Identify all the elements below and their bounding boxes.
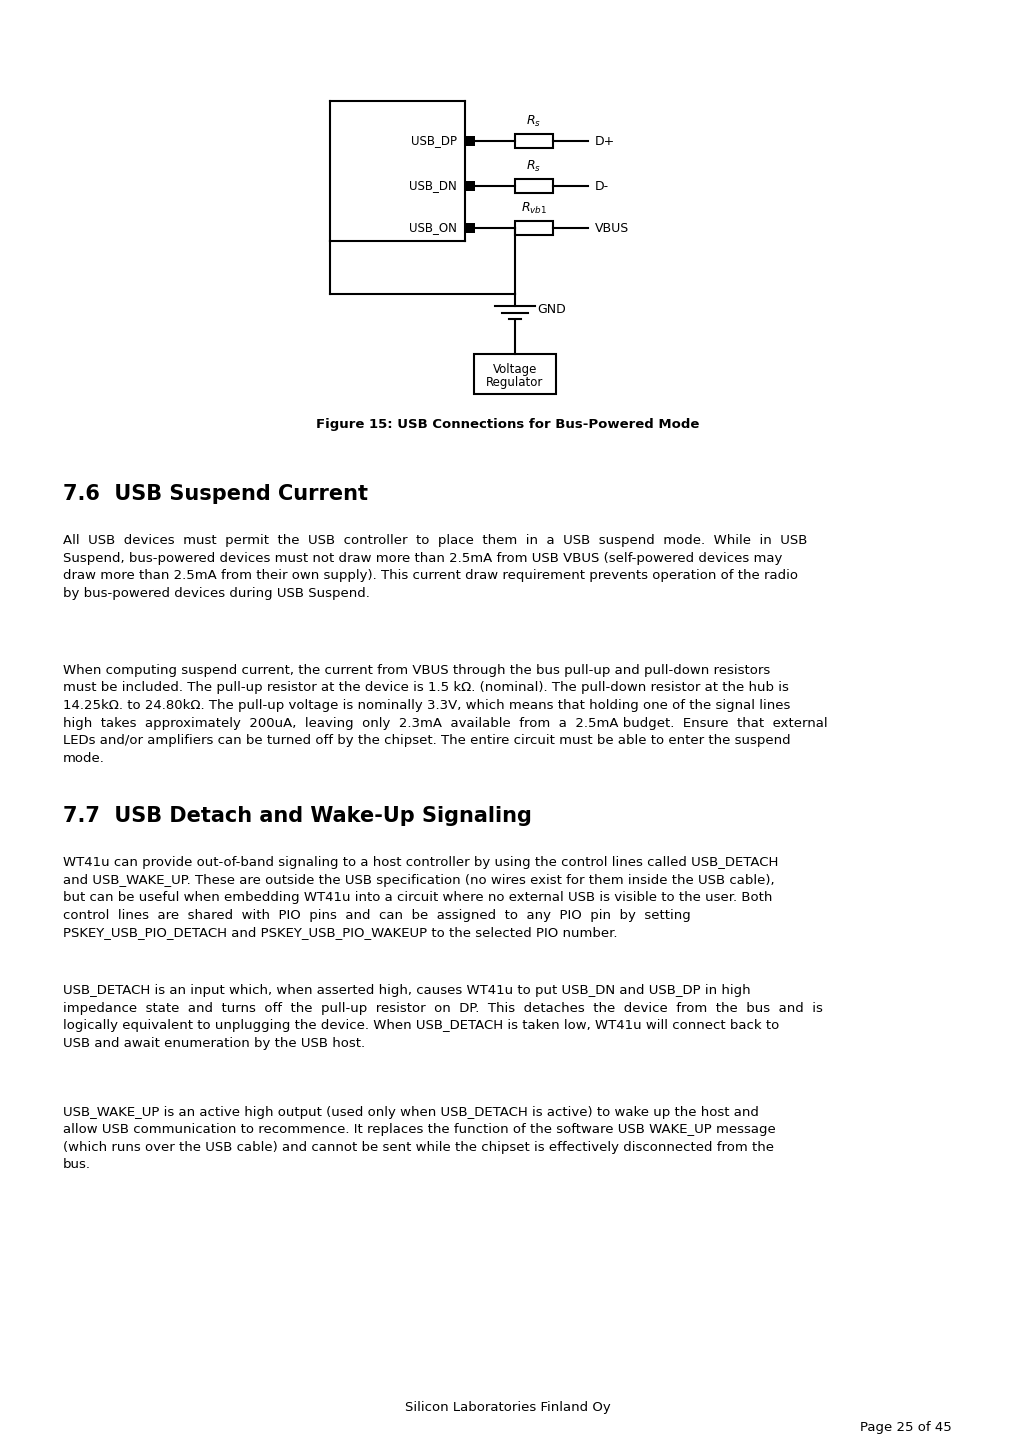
Text: USB_WAKE_UP is an active high output (used only when USB_DETACH is active) to wa: USB_WAKE_UP is an active high output (us… bbox=[63, 1107, 775, 1172]
Text: Silicon Laboratories Finland Oy: Silicon Laboratories Finland Oy bbox=[405, 1401, 610, 1414]
Text: VBUS: VBUS bbox=[595, 221, 629, 234]
Text: D-: D- bbox=[595, 179, 609, 192]
Text: Figure 15: USB Connections for Bus-Powered Mode: Figure 15: USB Connections for Bus-Power… bbox=[316, 418, 699, 431]
Bar bbox=[465, 135, 475, 146]
Text: Page 25 of 45: Page 25 of 45 bbox=[861, 1421, 952, 1434]
Text: 7.7  USB Detach and Wake-Up Signaling: 7.7 USB Detach and Wake-Up Signaling bbox=[63, 807, 532, 826]
Text: WT41u can provide out-of-band signaling to a host controller by using the contro: WT41u can provide out-of-band signaling … bbox=[63, 856, 779, 939]
Text: USB_DN: USB_DN bbox=[409, 179, 457, 192]
Text: Regulator: Regulator bbox=[486, 376, 544, 389]
Bar bbox=[515, 179, 553, 194]
Bar bbox=[515, 221, 553, 234]
Bar bbox=[474, 354, 556, 395]
Text: D+: D+ bbox=[595, 134, 615, 147]
Text: $R_s$: $R_s$ bbox=[527, 114, 542, 130]
Text: 7.6  USB Suspend Current: 7.6 USB Suspend Current bbox=[63, 483, 368, 504]
Text: USB_ON: USB_ON bbox=[409, 221, 457, 234]
Text: GND: GND bbox=[537, 303, 565, 316]
Text: When computing suspend current, the current from VBUS through the bus pull-up an: When computing suspend current, the curr… bbox=[63, 664, 827, 764]
Text: $R_s$: $R_s$ bbox=[527, 159, 542, 175]
Bar bbox=[465, 223, 475, 233]
Text: Voltage: Voltage bbox=[493, 363, 537, 376]
Text: $R_{vb1}$: $R_{vb1}$ bbox=[521, 201, 547, 215]
Text: USB_DETACH is an input which, when asserted high, causes WT41u to put USB_DN and: USB_DETACH is an input which, when asser… bbox=[63, 984, 823, 1050]
Bar bbox=[515, 134, 553, 149]
Bar bbox=[465, 181, 475, 191]
Text: All  USB  devices  must  permit  the  USB  controller  to  place  them  in  a  U: All USB devices must permit the USB cont… bbox=[63, 534, 807, 600]
Text: USB_DP: USB_DP bbox=[411, 134, 457, 147]
